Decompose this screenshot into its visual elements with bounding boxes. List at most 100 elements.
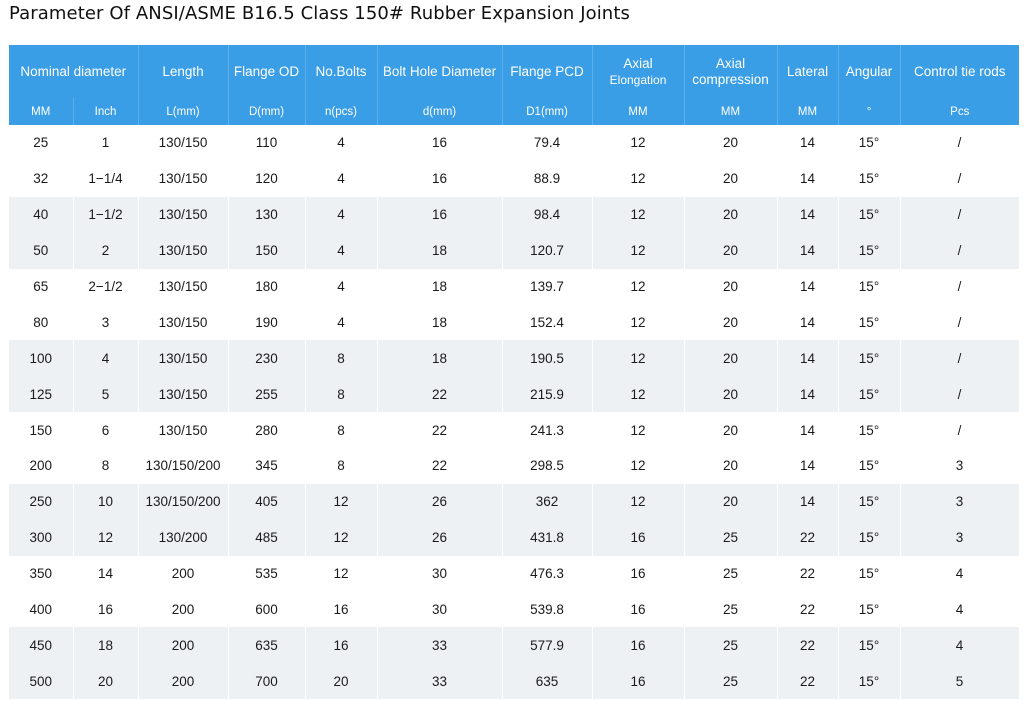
- table-cell: 8: [305, 412, 378, 449]
- table-cell: 6: [73, 412, 139, 449]
- table-row: 350 14 200 535 12 30 476.3 16 25 22 15° 4: [9, 555, 1020, 592]
- table-cell: 130/150: [138, 232, 229, 269]
- header-axial-compression-line2: compression: [692, 71, 769, 87]
- table-cell: 130: [228, 196, 306, 233]
- table-cell: 8: [305, 340, 378, 377]
- table-cell: 22: [377, 376, 503, 413]
- table-cell: 500: [9, 663, 74, 700]
- table-cell: 22: [777, 519, 839, 556]
- table-cell: 16: [592, 627, 685, 664]
- table-cell: 4: [305, 268, 378, 305]
- table-cell: 12: [305, 483, 378, 520]
- table-cell: 18: [377, 268, 503, 305]
- table-cell: 200: [9, 448, 74, 484]
- table-cell: 8: [305, 376, 378, 413]
- table-row: 300 12 130/200 485 12 26 431.8 16 25 22 15° 3: [9, 519, 1020, 556]
- table-cell: 4: [73, 340, 139, 377]
- table-cell: 4: [900, 555, 1020, 592]
- header-axial-compression: Axial compression: [684, 45, 778, 98]
- table-cell: 350: [9, 555, 74, 592]
- table-cell: 405: [228, 483, 306, 520]
- table-cell: 14: [777, 340, 839, 377]
- table-cell: 200: [138, 663, 229, 700]
- table-cell: 485: [228, 519, 306, 556]
- table-cell: 130/150: [138, 196, 229, 233]
- table-row: 80 3 130/150 190 4 18 152.4 12 20 14 15° /: [9, 304, 1020, 341]
- table-cell: 10: [73, 483, 139, 520]
- header-axial-compression-line1: Axial: [715, 55, 746, 71]
- table-cell: 100: [9, 340, 74, 377]
- table-cell: 120.7: [502, 232, 593, 269]
- table-cell: 3: [73, 304, 139, 341]
- table-cell: 4: [305, 304, 378, 341]
- spec-table: Nominal diameter Length Flange OD No.Bol…: [9, 45, 1020, 700]
- table-cell: 130/150/200: [138, 448, 229, 484]
- table-cell: /: [900, 340, 1020, 377]
- table-cell: 431.8: [502, 519, 593, 556]
- table-cell: 22: [777, 663, 839, 700]
- table-cell: 16: [377, 196, 503, 233]
- table-cell: 3: [900, 483, 1020, 520]
- table-cell: 20: [305, 663, 378, 700]
- header-axial-elongation-line1: Axial: [623, 55, 653, 71]
- table-cell: 2: [73, 232, 139, 269]
- table-cell: 125: [9, 376, 74, 413]
- table-cell: 33: [377, 627, 503, 664]
- table-cell: 5: [900, 663, 1020, 700]
- table-cell: 22: [777, 555, 839, 592]
- table-cell: 362: [502, 483, 593, 520]
- table-cell: 200: [138, 591, 229, 628]
- table-cell: 230: [228, 340, 306, 377]
- table-cell: 4: [305, 160, 378, 197]
- table-cell: 15°: [838, 663, 901, 700]
- table-cell: 450: [9, 627, 74, 664]
- header-flange-pcd: Flange PCD: [502, 45, 593, 98]
- header-axial-elongation: Axial Elongation: [592, 45, 685, 98]
- table-cell: 700: [228, 663, 306, 700]
- table-cell: 20: [684, 125, 778, 161]
- header-bolt-hole-diameter: Bolt Hole Diameter: [377, 45, 503, 98]
- table-row: 100 4 130/150 230 8 18 190.5 12 20 14 15° /: [9, 340, 1020, 377]
- table-cell: 15°: [838, 448, 901, 484]
- table-cell: 1−1/2: [73, 196, 139, 233]
- table-cell: 215.9: [502, 376, 593, 413]
- table-cell: 12: [592, 268, 685, 305]
- table-cell: 300: [9, 519, 74, 556]
- table-cell: 79.4: [502, 125, 593, 161]
- table-body: 25 1 130/150 110 4 16 79.4 12 20 14 15°/32 1−1/4 130…: [9, 125, 1020, 700]
- table-cell: 15°: [838, 483, 901, 520]
- table-cell: 12: [592, 125, 685, 161]
- table-cell: 150: [9, 412, 74, 449]
- table-cell: 14: [777, 125, 839, 161]
- table-row: 125 5 130/150 255 8 22 215.9 12 20 14 15° /: [9, 376, 1020, 413]
- table-cell: 15°: [838, 412, 901, 449]
- table-cell: 22: [377, 412, 503, 449]
- table-cell: 190: [228, 304, 306, 341]
- table-cell: 12: [592, 196, 685, 233]
- table-cell: 12: [592, 448, 685, 484]
- unit-cell: MM: [777, 98, 839, 125]
- header-control-tie-rods: Control tie rods: [900, 45, 1020, 98]
- table-cell: 110: [228, 125, 306, 161]
- table-cell: 12: [592, 160, 685, 197]
- table-cell: 18: [377, 340, 503, 377]
- unit-cell: Inch: [73, 98, 139, 125]
- unit-cell: MM: [684, 98, 778, 125]
- table-cell: 4: [900, 627, 1020, 664]
- table-cell: 255: [228, 376, 306, 413]
- header-length: Length: [138, 45, 229, 98]
- unit-cell: L(mm): [138, 98, 229, 125]
- table-row: 500 20 200 700 20 33 635 16 25 22 15° 5: [9, 663, 1020, 700]
- table-cell: 120: [228, 160, 306, 197]
- table-cell: 1−1/4: [73, 160, 139, 197]
- table-cell: 12: [592, 232, 685, 269]
- table-cell: 14: [777, 304, 839, 341]
- table-cell: 150: [228, 232, 306, 269]
- table-cell: 139.7: [502, 268, 593, 305]
- table-cell: 535: [228, 555, 306, 592]
- header-angular: Angular: [838, 45, 901, 98]
- table-cell: 200: [138, 627, 229, 664]
- table-cell: 15°: [838, 591, 901, 628]
- table-row: 400 16 200 600 16 30 539.8 16 25 22 15° 4: [9, 591, 1020, 628]
- table-cell: 14: [777, 196, 839, 233]
